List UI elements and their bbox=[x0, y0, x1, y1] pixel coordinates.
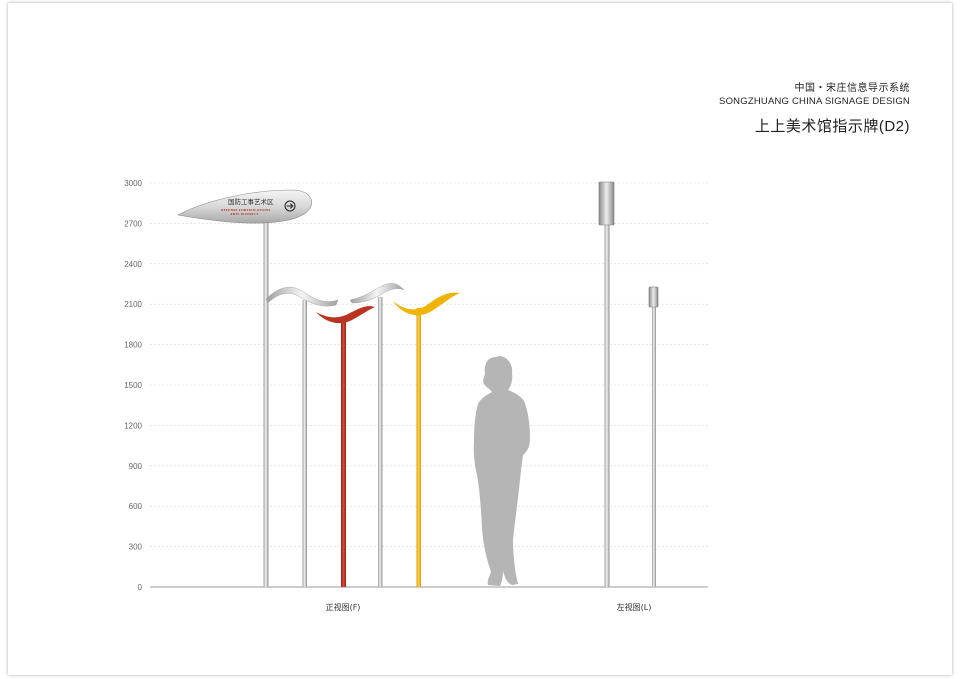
tick-label: 2400 bbox=[124, 260, 142, 269]
tick-label: 2700 bbox=[124, 219, 142, 228]
sign-label-en-2: ARTS DISTRICT bbox=[230, 212, 259, 216]
scale-ticks: 3000 2700 2400 2100 1800 1500 1200 900 6… bbox=[124, 179, 142, 592]
side-view-caption: 左视图(L) bbox=[617, 602, 652, 612]
tick-label: 1500 bbox=[124, 381, 142, 390]
silver-wave-ribbon-left bbox=[265, 286, 339, 307]
yellow-pole bbox=[416, 308, 421, 587]
tick-label: 300 bbox=[129, 543, 143, 552]
silver-pole-3 bbox=[378, 297, 383, 587]
tick-label: 600 bbox=[129, 502, 143, 511]
red-wave-ribbon bbox=[316, 306, 375, 324]
tick-label: 1200 bbox=[124, 421, 142, 430]
leaf-sign-panel bbox=[177, 189, 312, 224]
human-silhouette bbox=[473, 356, 530, 586]
project-title-cn: 中国・宋庄信息导示系统 bbox=[794, 83, 910, 94]
silver-pole-2 bbox=[302, 300, 307, 587]
side-main-pole bbox=[604, 222, 610, 587]
side-view bbox=[598, 181, 659, 587]
front-view: 国防工事艺术区 DEFENSE FORTIFICATIONS ARTS DIST… bbox=[177, 189, 530, 587]
red-pole bbox=[341, 318, 346, 587]
drawing-sheet bbox=[8, 3, 952, 675]
sign-label-en-1: DEFENSE FORTIFICATIONS bbox=[221, 208, 271, 212]
front-view-caption: 正视图(F) bbox=[326, 602, 361, 612]
arrow-right-circle-icon bbox=[284, 200, 296, 212]
sign-label-cn: 国防工事艺术区 bbox=[228, 197, 274, 206]
gridlines bbox=[150, 182, 708, 547]
project-title-en: SONGZHUANG CHINA SIGNAGE DESIGN bbox=[719, 96, 910, 107]
tick-label: 900 bbox=[129, 462, 143, 471]
tick-label: 2100 bbox=[124, 300, 142, 309]
tick-label: 1800 bbox=[124, 341, 142, 350]
side-sign-panel bbox=[598, 181, 615, 226]
silver-wave-ribbon-right bbox=[349, 283, 405, 304]
tick-label: 0 bbox=[138, 583, 143, 592]
side-small-pole bbox=[652, 305, 656, 587]
main-sign-pole bbox=[263, 222, 269, 587]
yellow-wave-ribbon bbox=[393, 292, 460, 316]
side-small-panel bbox=[648, 286, 659, 308]
sheet-title: 上上美术馆指示牌(D2) bbox=[754, 118, 910, 135]
tick-label: 3000 bbox=[124, 179, 142, 188]
